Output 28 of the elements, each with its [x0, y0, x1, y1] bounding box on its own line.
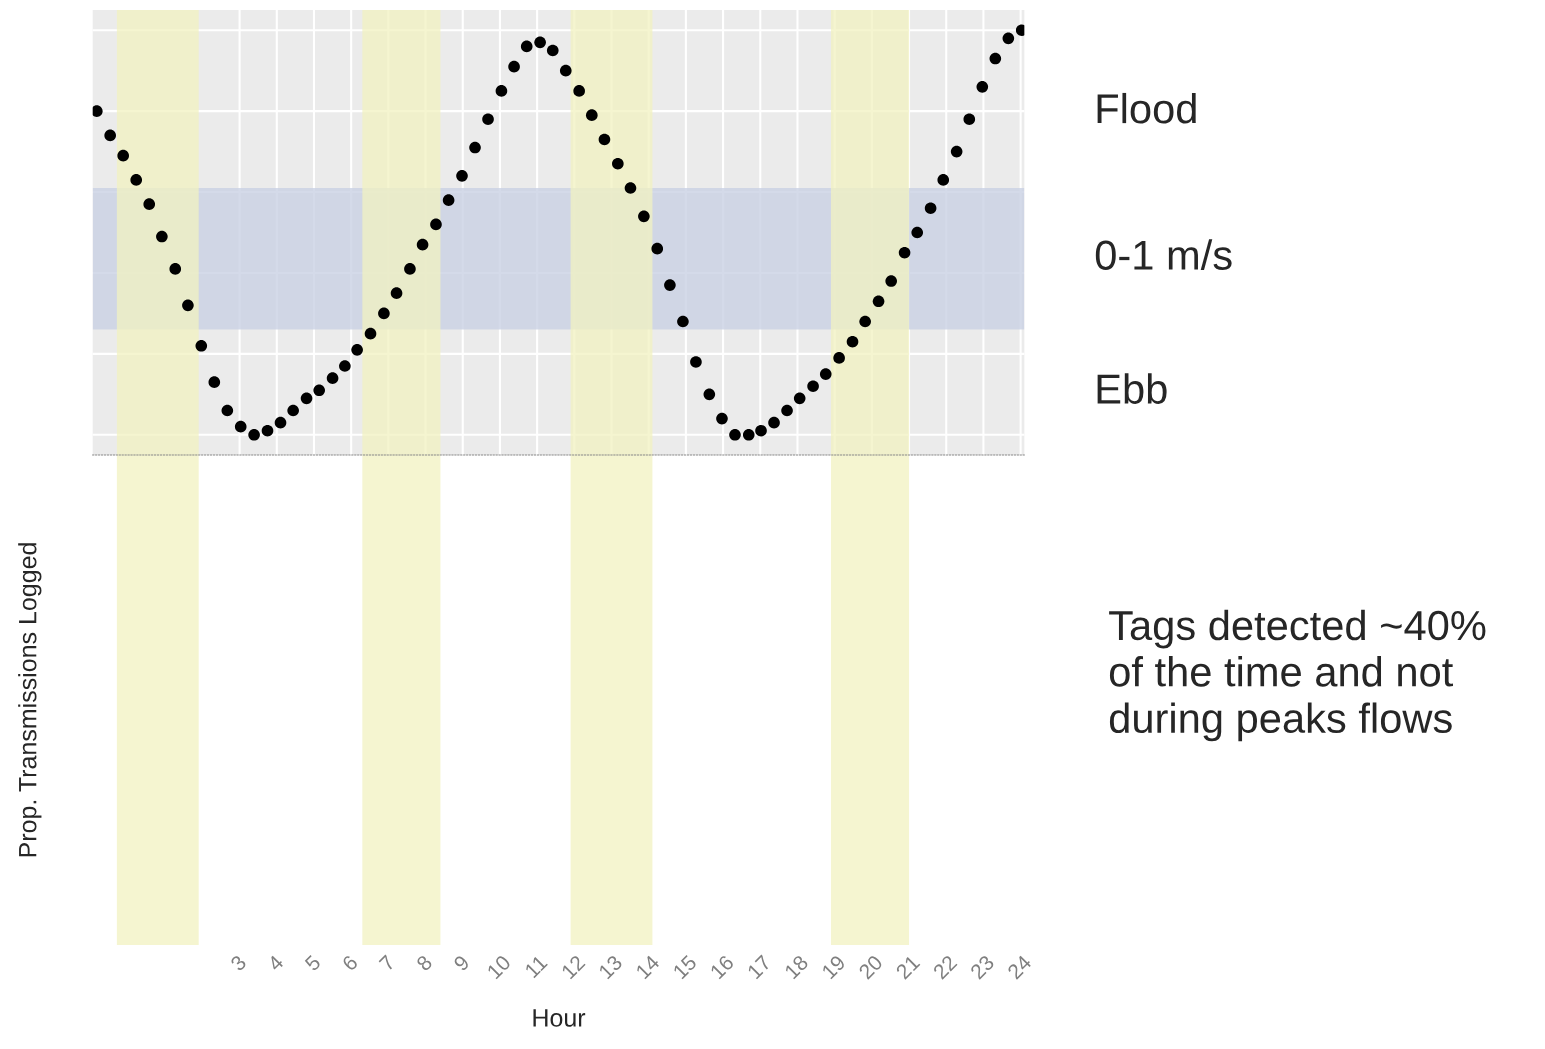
x-tick-label: 13 — [597, 954, 624, 980]
x-tick-label: 15 — [672, 954, 698, 980]
y-axis-title: Prop. Transmissions Logged — [18, 543, 42, 857]
x-tick-label: 10 — [486, 954, 512, 980]
x-tick-label: 11 — [524, 954, 548, 979]
x-axis-title: Hour — [533, 1009, 586, 1027]
text: Flood — [1097, 92, 1196, 124]
x-tick-label: 12 — [560, 954, 586, 980]
text: Ebb — [1097, 373, 1167, 404]
x-tick-label: 24 — [1006, 954, 1033, 980]
x-tick-label: 21 — [895, 954, 921, 980]
x-tick-label: 9 — [452, 954, 471, 972]
x-tick-label: 19 — [821, 954, 847, 980]
x-tick-label: 14 — [635, 954, 661, 980]
x-tick-label: 16 — [709, 954, 735, 980]
x-tick-label: 3 — [229, 954, 248, 972]
x-tick-label: 23 — [969, 954, 995, 980]
x-tick-label: 7 — [378, 954, 396, 972]
x-tick-label: 8 — [415, 954, 433, 972]
text: Tags detected ~40% of the time and not during peaks flows — [1109, 609, 1486, 742]
x-tick-label: 5 — [304, 954, 322, 972]
x-tick-label: 17 — [746, 954, 772, 980]
band-label: 0-1 m/s — [1095, 239, 1232, 270]
x-tick-label: 6 — [341, 954, 359, 972]
x-tick-label: 22 — [932, 954, 958, 980]
x-tick-label: 18 — [783, 954, 809, 980]
x-tick-label: 4 — [266, 954, 285, 972]
x-tick-label: 20 — [857, 954, 884, 980]
